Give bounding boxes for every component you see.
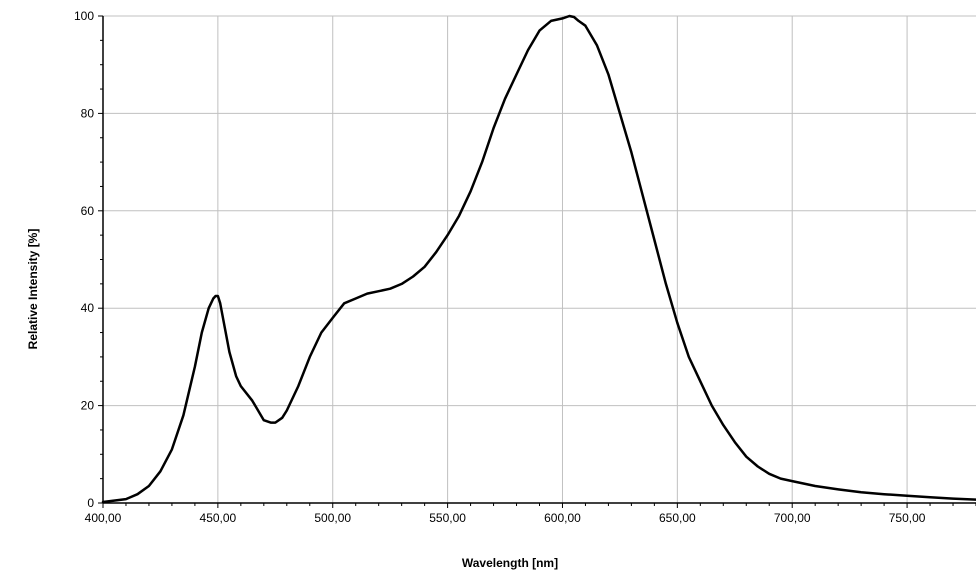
x-axis-title: Wavelength [nm] xyxy=(462,556,558,570)
y-tick-label: 100 xyxy=(74,9,94,23)
x-tick-label: 450,00 xyxy=(200,511,237,525)
tick-labels: 0 20 40 60 80 100 400,00 450,00 500,00 550,00 600,… xyxy=(74,9,926,525)
x-tick-label: 550,00 xyxy=(429,511,466,525)
x-tick-label: 600,00 xyxy=(544,511,581,525)
x-tick-label: 400,00 xyxy=(85,511,122,525)
x-tick-label: 750,00 xyxy=(889,511,926,525)
x-tick-label: 500,00 xyxy=(314,511,351,525)
axes xyxy=(102,16,976,504)
x-tick-label: 650,00 xyxy=(659,511,696,525)
y-axis-title: Relative Intensity [%] xyxy=(26,229,40,350)
axis-ticks xyxy=(98,15,976,508)
y-tick-label: 60 xyxy=(81,204,95,218)
y-tick-label: 80 xyxy=(81,106,95,120)
spectrum-line xyxy=(101,14,976,504)
x-tick-label: 700,00 xyxy=(774,511,811,525)
grid xyxy=(103,15,976,503)
y-tick-label: 20 xyxy=(81,399,95,413)
plot-area xyxy=(101,14,976,504)
y-tick-label: 0 xyxy=(87,496,94,510)
y-tick-label: 40 xyxy=(81,301,95,315)
